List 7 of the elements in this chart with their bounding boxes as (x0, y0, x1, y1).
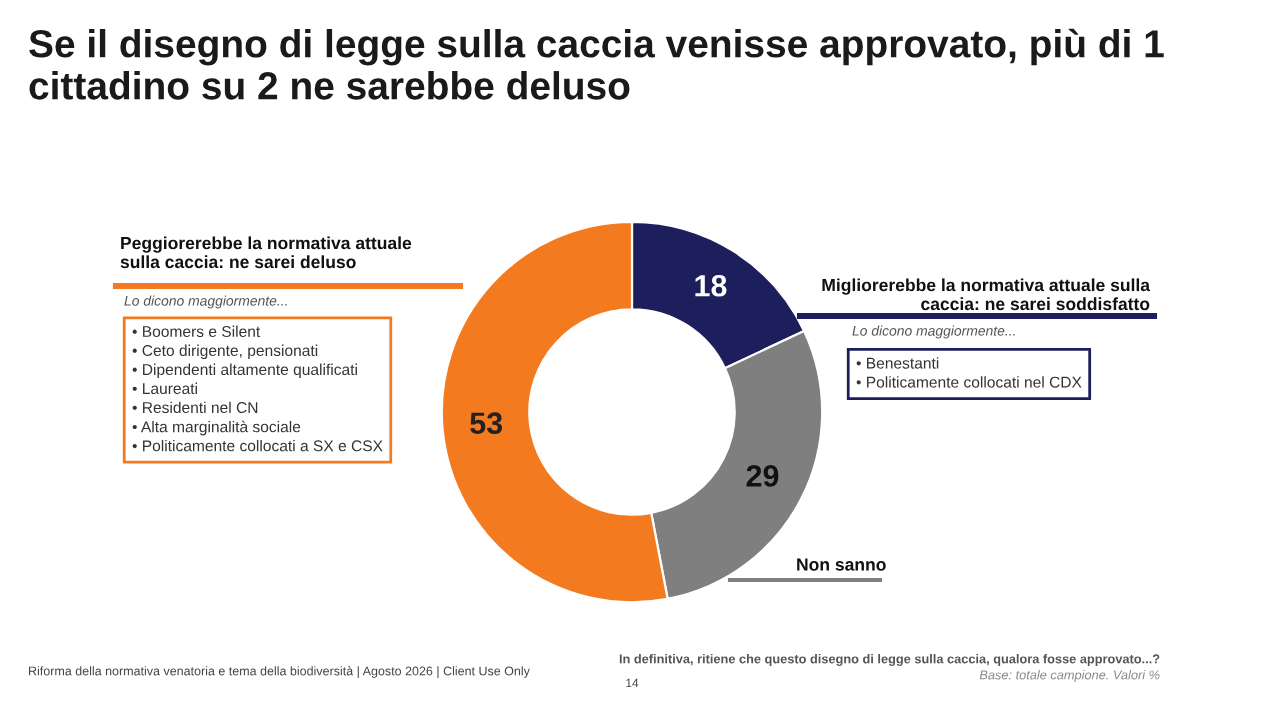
chart-title: Se il disegno di legge sulla caccia venisse approvato, più di 1 cittadino su 2 ne sarebbe deluso (29, 28, 1164, 100)
slice-label: Non sanno (797, 558, 886, 571)
data-label: 53 (470, 412, 503, 435)
data-label: 29 (746, 465, 779, 487)
slice-label: Peggiorerebbe la normativa attuale sulla caccia: ne sarei deluso (120, 236, 412, 269)
data-label: 18 (695, 274, 727, 297)
slice-label: Migliorerebbe la normativa attuale sulla caccia: ne sarei soddisfatto (822, 278, 1151, 311)
